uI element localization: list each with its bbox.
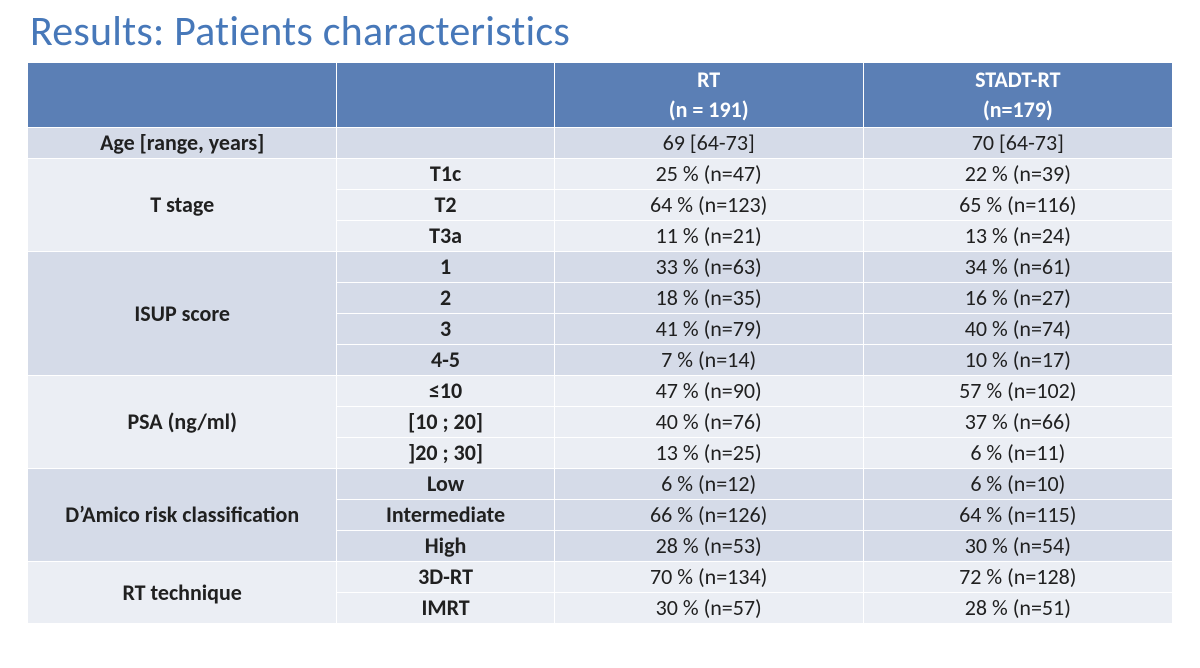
table-row: ISUP score133 % (n=63)34 % (n=61) [28,252,1172,283]
slide-root: Results: Patients characteristics RT (n … [0,0,1200,634]
group-label: RT technique [28,562,337,624]
rt-cell: 11 % (n=21) [554,221,863,252]
stadt-cell: 30 % (n=54) [863,531,1172,562]
rt-cell: 6 % (n=12) [554,469,863,500]
subcategory-cell: 1 [337,252,554,283]
subcategory-cell [337,128,554,159]
stadt-cell: 16 % (n=27) [863,283,1172,314]
stadt-cell: 40 % (n=74) [863,314,1172,345]
rt-cell: 66 % (n=126) [554,500,863,531]
subcategory-cell: T3a [337,221,554,252]
rt-cell: 7 % (n=14) [554,345,863,376]
group-label: ISUP score [28,252,337,376]
subcategory-cell: 3 [337,314,554,345]
rt-cell: 33 % (n=63) [554,252,863,283]
header-rt-line2: (n = 191) [555,95,863,125]
stadt-cell: 6 % (n=10) [863,469,1172,500]
rt-cell: 47 % (n=90) [554,376,863,407]
rt-cell: 70 % (n=134) [554,562,863,593]
header-stadt-line2: (n=179) [864,95,1172,125]
table-row: D’Amico risk classificationLow6 % (n=12)… [28,469,1172,500]
group-label: PSA (ng/ml) [28,376,337,469]
subcategory-cell: T2 [337,190,554,221]
subcategory-cell: IMRT [337,593,554,624]
subcategory-cell: 3D-RT [337,562,554,593]
header-stadt: STADT-RT (n=179) [863,63,1172,128]
subcategory-cell: [10 ; 20] [337,407,554,438]
table-row: Age [range, years] 69 [64-73]70 [64-73] [28,128,1172,159]
rt-cell: 18 % (n=35) [554,283,863,314]
slide-title: Results: Patients characteristics [30,6,1172,57]
table-row: T stageT1c25 % (n=47)22 % (n=39) [28,159,1172,190]
stadt-cell: 6 % (n=11) [863,438,1172,469]
stadt-cell: 70 [64-73] [863,128,1172,159]
stadt-cell: 72 % (n=128) [863,562,1172,593]
stadt-cell: 34 % (n=61) [863,252,1172,283]
table-row: PSA (ng/ml)≤1047 % (n=90)57 % (n=102) [28,376,1172,407]
header-rt: RT (n = 191) [554,63,863,128]
stadt-cell: 57 % (n=102) [863,376,1172,407]
stadt-cell: 37 % (n=66) [863,407,1172,438]
rt-cell: 28 % (n=53) [554,531,863,562]
table-head: RT (n = 191) STADT-RT (n=179) [28,63,1172,128]
subcategory-cell: Intermediate [337,500,554,531]
stadt-cell: 22 % (n=39) [863,159,1172,190]
stadt-cell: 28 % (n=51) [863,593,1172,624]
table-row: RT technique3D-RT70 % (n=134)72 % (n=128… [28,562,1172,593]
subcategory-cell: 2 [337,283,554,314]
patients-table: RT (n = 191) STADT-RT (n=179) Age [range… [28,63,1172,624]
rt-cell: 30 % (n=57) [554,593,863,624]
subcategory-cell: Low [337,469,554,500]
rt-cell: 40 % (n=76) [554,407,863,438]
rt-cell: 69 [64-73] [554,128,863,159]
table-body: Age [range, years]69 [64-73]70 [64-73]T … [28,128,1172,624]
rt-cell: 64 % (n=123) [554,190,863,221]
group-label: Age [range, years] [28,128,337,159]
stadt-cell: 10 % (n=17) [863,345,1172,376]
header-blank-1 [28,63,337,128]
group-label: T stage [28,159,337,252]
stadt-cell: 65 % (n=116) [863,190,1172,221]
subcategory-cell: ≤10 [337,376,554,407]
subcategory-cell: T1c [337,159,554,190]
stadt-cell: 13 % (n=24) [863,221,1172,252]
subcategory-cell: 4-5 [337,345,554,376]
subcategory-cell: ]20 ; 30] [337,438,554,469]
header-blank-2 [337,63,554,128]
header-rt-line1: RT [555,65,863,95]
rt-cell: 13 % (n=25) [554,438,863,469]
header-stadt-line1: STADT-RT [864,65,1172,95]
rt-cell: 25 % (n=47) [554,159,863,190]
stadt-cell: 64 % (n=115) [863,500,1172,531]
group-label: D’Amico risk classification [28,469,337,562]
subcategory-cell: High [337,531,554,562]
rt-cell: 41 % (n=79) [554,314,863,345]
